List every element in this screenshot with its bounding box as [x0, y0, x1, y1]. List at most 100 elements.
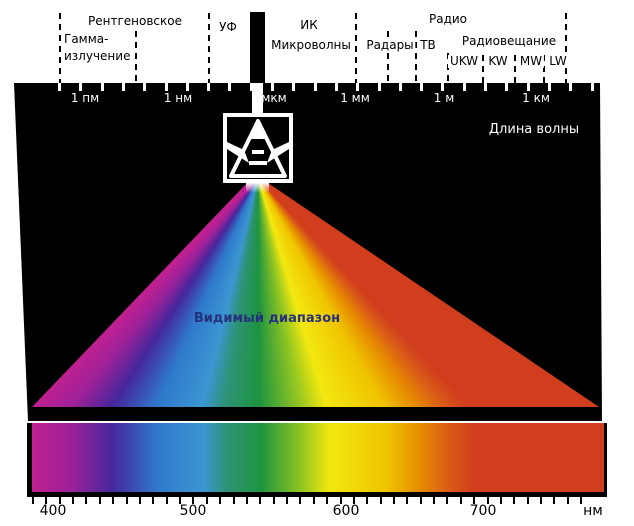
wavelength-axis-title: Длина волны	[488, 122, 580, 137]
label-uv: УФ	[217, 20, 239, 34]
nm-axis-tick	[366, 497, 369, 504]
nm-axis-tick	[152, 497, 155, 504]
nm-axis-tick	[192, 497, 195, 504]
scale-tick	[121, 83, 125, 91]
label-xray: Рентгеновское	[86, 14, 184, 28]
label-broadcasting: Радиовещание	[459, 34, 559, 48]
nm-axis-tick	[553, 497, 556, 504]
nm-axis-tick	[85, 497, 88, 504]
band-separator-9	[543, 55, 545, 83]
nm-axis-tick	[32, 497, 34, 504]
nm-axis-tick	[72, 497, 75, 504]
nm-axis-tick	[259, 497, 262, 504]
scale-label-5: 1 км	[522, 91, 550, 105]
scale-tick	[334, 83, 338, 91]
scale-tick	[441, 83, 445, 91]
band-separator-4	[387, 31, 389, 83]
nm-axis-tick	[419, 497, 422, 504]
band-separator-3	[355, 13, 357, 83]
scale-tick	[58, 83, 61, 91]
nm-axis-tick	[112, 497, 115, 504]
band-separator-7	[482, 55, 484, 83]
band-separator-0	[59, 13, 61, 83]
label-lw: LW	[547, 54, 569, 68]
visible-range-label: Видимый диапазон	[193, 311, 341, 326]
nm-axis-tick	[580, 497, 583, 504]
scale-label-1: 1 нм	[163, 91, 193, 105]
nm-axis-tick	[125, 497, 128, 504]
nm-axis-tick	[379, 497, 382, 504]
scale-tick	[547, 83, 551, 91]
cone-apex-glow	[246, 183, 269, 193]
scale-tick	[377, 83, 381, 91]
nm-axis-tick	[406, 497, 409, 504]
scale-tick	[164, 83, 168, 91]
scale-tick	[271, 83, 274, 91]
scale-tick	[249, 83, 253, 91]
label-ukw: UKW	[447, 54, 481, 68]
nm-axis-tick	[205, 497, 208, 504]
nm-axis-tick	[138, 497, 141, 504]
label-tv: ТВ	[418, 38, 438, 52]
nm-axis-tick	[433, 497, 436, 504]
prism-icon-svg	[223, 113, 293, 183]
nm-axis-tick	[98, 497, 101, 504]
scale-tick	[505, 83, 509, 91]
nm-axis-number-0: 400	[39, 503, 67, 519]
scale-tick	[569, 83, 573, 91]
scale-label-0: 1 пм	[70, 91, 100, 105]
scale-tick	[79, 83, 83, 91]
band-separator-2	[208, 13, 210, 83]
nm-axis-tick	[286, 497, 289, 504]
nm-axis-tick	[459, 497, 462, 504]
nm-axis-number-2: 600	[332, 503, 360, 519]
scale-label-3: 1 мм	[340, 91, 370, 105]
nm-axis-tick	[392, 497, 395, 504]
prism-icon	[223, 113, 293, 183]
scale-tick	[100, 83, 104, 91]
nm-axis-tick	[499, 497, 502, 504]
scale-tick	[228, 83, 232, 91]
visible-band-frame	[27, 423, 607, 497]
band-separator-1	[135, 31, 137, 83]
nm-axis-tick	[486, 497, 489, 504]
nm-axis-unit: нм	[583, 503, 603, 519]
band-separator-10	[565, 13, 567, 83]
nm-axis-tick	[245, 497, 248, 504]
label-microwaves: Микроволны	[269, 38, 353, 52]
nm-axis-tick	[45, 497, 48, 504]
band-separator-6	[447, 53, 449, 83]
label-gamma-line1: Гамма-	[62, 32, 111, 46]
nm-axis-number-1: 500	[179, 503, 207, 519]
scale-tick	[185, 83, 189, 91]
scale-label-4: 1 м	[433, 91, 455, 105]
scale-tick	[313, 83, 317, 91]
scale-tick	[356, 83, 360, 91]
nm-axis-tick	[232, 497, 235, 504]
scale-tick	[207, 83, 211, 91]
nm-axis-tick	[473, 497, 476, 504]
band-separator-8	[514, 55, 516, 83]
nm-axis-tick	[272, 497, 275, 504]
label-ir: ИК	[298, 18, 320, 32]
band-separator-5	[415, 31, 417, 83]
nm-axis-tick	[312, 497, 315, 504]
beam-slit	[252, 83, 263, 114]
nm-axis-tick	[165, 497, 168, 504]
nm-axis-tick	[513, 497, 516, 504]
scale-tick	[462, 83, 466, 91]
nm-axis-tick	[566, 497, 569, 504]
label-radar: Радары	[364, 38, 416, 52]
label-mw: MW	[517, 54, 545, 68]
label-gamma-line2: излучение	[62, 49, 133, 63]
label-radio: Радио	[426, 12, 470, 26]
nm-axis-number-3: 700	[469, 503, 497, 519]
nm-axis-tick	[446, 497, 449, 504]
nm-axis-tick	[219, 497, 222, 504]
label-kw: KW	[486, 54, 510, 68]
scale-tick	[143, 83, 147, 91]
nm-axis-tick	[58, 497, 61, 504]
nm-axis-tick	[326, 497, 329, 504]
nm-axis-tick	[352, 497, 355, 504]
scale-tick	[484, 83, 487, 91]
